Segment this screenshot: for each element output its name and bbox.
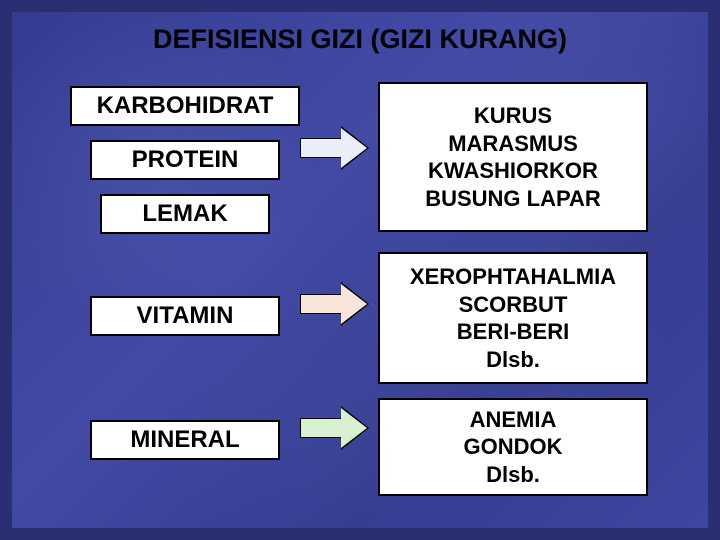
arrow-vitamin-shaft [300, 294, 342, 314]
arrow-mineral [300, 406, 370, 450]
box-karbohidrat: KARBOHIDRAT [70, 86, 300, 126]
arrow-mineral-shaft [300, 418, 342, 438]
result-macro: KURUSMARASMUSKWASHIORKORBUSUNG LAPAR [378, 82, 648, 232]
box-karbohidrat-label: KARBOHIDRAT [97, 91, 274, 121]
arrow-mineral-head-icon [341, 408, 367, 448]
arrow-vitamin-head-icon [341, 284, 367, 324]
slide: DEFISIENSI GIZI (GIZI KURANG) KARBOHIDRA… [0, 0, 720, 540]
box-lemak-label: LEMAK [142, 199, 227, 229]
arrow-macro-head-icon [341, 128, 367, 168]
arrow-macro-shaft [300, 138, 342, 158]
arrow-macro [300, 126, 370, 170]
box-vitamin: VITAMIN [90, 296, 280, 336]
arrow-vitamin [300, 282, 370, 326]
box-vitamin-label: VITAMIN [137, 301, 234, 331]
box-lemak: LEMAK [100, 194, 270, 234]
box-mineral: MINERAL [90, 420, 280, 460]
box-protein-label: PROTEIN [132, 145, 239, 175]
result-vitamin-text: XEROPHTAHALMIASCORBUTBERI-BERIDlsb. [410, 263, 616, 373]
box-protein: PROTEIN [90, 140, 280, 180]
box-mineral-label: MINERAL [130, 425, 239, 455]
result-mineral-text: ANEMIAGONDOKDlsb. [464, 406, 563, 489]
result-macro-text: KURUSMARASMUSKWASHIORKORBUSUNG LAPAR [425, 102, 601, 212]
result-vitamin: XEROPHTAHALMIASCORBUTBERI-BERIDlsb. [378, 252, 648, 384]
result-mineral: ANEMIAGONDOKDlsb. [378, 398, 648, 496]
slide-title: DEFISIENSI GIZI (GIZI KURANG) [0, 24, 720, 55]
